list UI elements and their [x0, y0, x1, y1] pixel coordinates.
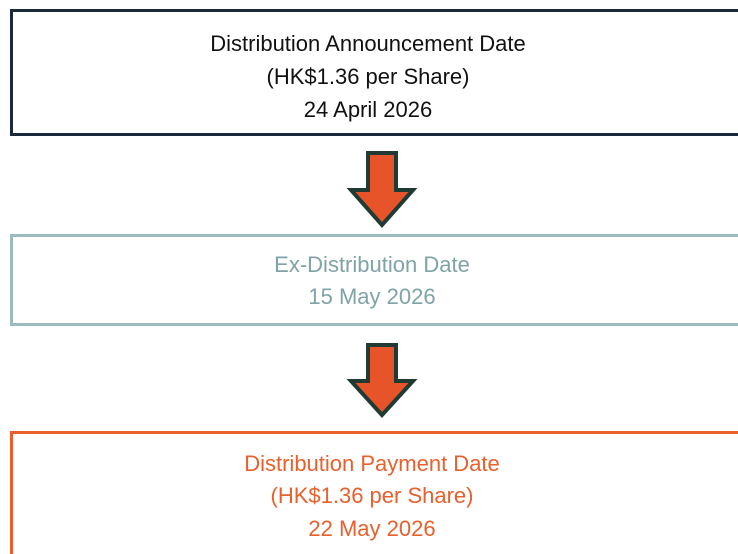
node-text: Ex-Distribution Date	[274, 252, 470, 277]
node-text: Distribution Announcement Date	[210, 31, 526, 56]
node-text: (HK$1.36 per Share)	[267, 64, 470, 89]
arrow	[346, 343, 418, 418]
node-text: 24 April 2026	[304, 97, 432, 122]
node-text: (HK$1.36 per Share)	[271, 483, 474, 508]
node-text: 15 May 2026	[308, 284, 435, 309]
ex-date-box	[10, 234, 738, 326]
node-text: Distribution Payment Date	[244, 451, 500, 476]
announcement-box	[10, 9, 738, 136]
payment-box	[10, 431, 738, 554]
arrow	[346, 151, 418, 229]
node-text: 22 May 2026	[308, 516, 435, 541]
